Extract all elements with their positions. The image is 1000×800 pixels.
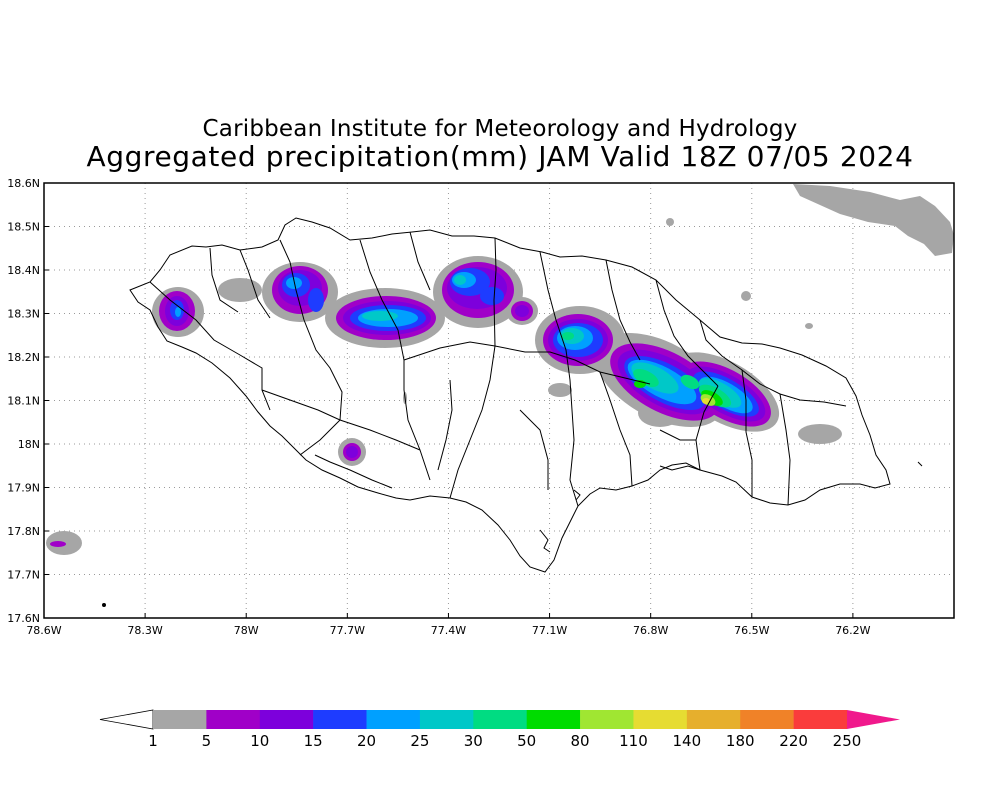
colorbar-box (633, 710, 688, 729)
colorbar-box (313, 710, 367, 729)
precipitation-field (46, 184, 954, 555)
lon-tick-label: 78.3W (127, 624, 162, 637)
lat-tick-label: 18N (18, 438, 40, 451)
lat-tick-label: 18.1N (7, 395, 40, 408)
lat-tick-label: 17.7N (7, 569, 40, 582)
colorbar (99, 709, 900, 730)
colorbar-over-arrow (847, 710, 900, 729)
coastal-features (102, 461, 923, 607)
colorbar-box (580, 710, 634, 729)
colorbar-label: 80 (571, 732, 590, 750)
colorbar-label: 15 (304, 732, 323, 750)
colorbar-box (366, 710, 421, 729)
colorbar-box (740, 710, 794, 729)
lon-tick-label: 78.6W (26, 624, 61, 637)
lat-tick-label: 17.8N (7, 525, 40, 538)
lat-tick-label: 18.5N (7, 221, 40, 234)
lat-tick-label: 18.6N (7, 177, 40, 190)
colorbar-label: 140 (673, 732, 702, 750)
colorbar-label: 10 (250, 732, 269, 750)
colorbar-label: 220 (779, 732, 808, 750)
colorbar-box (526, 710, 581, 729)
colorbar-box (419, 710, 474, 729)
lon-tick-label: 77.4W (431, 624, 466, 637)
colorbar-label: 110 (619, 732, 648, 750)
title-line-2: Aggregated precipitation(mm) JAM Valid 1… (86, 140, 914, 173)
colorbar-box (473, 710, 527, 729)
colorbar-box (793, 710, 848, 729)
colorbar-label: 50 (517, 732, 536, 750)
lat-tick-label: 18.3N (7, 308, 40, 321)
colorbar-label: 1 (148, 732, 158, 750)
colorbar-label: 25 (410, 732, 429, 750)
lon-tick-label: 76.2W (835, 624, 870, 637)
lon-tick-label: 78W (234, 624, 259, 637)
lat-tick-label: 18.2N (7, 351, 40, 364)
colorbar-box (153, 710, 207, 729)
colorbar-label: 30 (464, 732, 483, 750)
longitude-labels: 78.6W 78.3W 78W 77.7W 77.4W 77.1W 76.8W 76.5W 76… (26, 613, 871, 637)
colorbar-under-arrow (99, 709, 154, 730)
colorbar-box (206, 710, 261, 729)
jamaica-outline (129, 217, 891, 573)
lat-tick-label: 17.9N (7, 482, 40, 495)
title-line-1: Caribbean Institute for Meteorology and … (202, 116, 798, 142)
colorbar-label: 5 (202, 732, 212, 750)
colorbar-box (686, 710, 741, 729)
lon-tick-label: 77.7W (330, 624, 365, 637)
lon-tick-label: 76.5W (734, 624, 769, 637)
colorbar-labels: 1 5 10 15 20 25 30 50 80 110 140 180 220 250 (148, 732, 861, 750)
latitude-labels: 18.6N 18.5N 18.4N 18.3N 18.2N 18.1N 18N 17.9N 17… (7, 177, 49, 625)
colorbar-box (259, 710, 314, 729)
colorbar-label: 180 (726, 732, 755, 750)
lon-tick-label: 77.1W (532, 624, 567, 637)
lon-tick-label: 76.8W (633, 624, 668, 637)
colorbar-label: 20 (357, 732, 376, 750)
lat-tick-label: 17.6N (7, 612, 40, 625)
lat-tick-label: 18.4N (7, 264, 40, 277)
colorbar-label: 250 (833, 732, 862, 750)
